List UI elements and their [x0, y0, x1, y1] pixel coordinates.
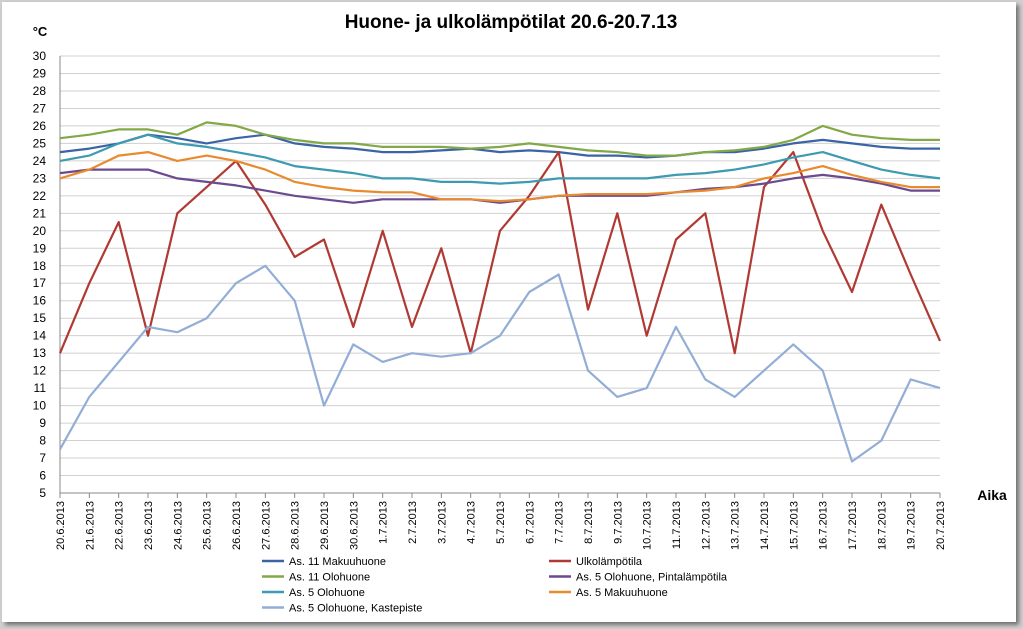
x-tick-label: 8.7.2013	[583, 501, 595, 544]
x-tick-label: 12.7.2013	[700, 501, 712, 550]
x-tick-label: 29.6.2013	[319, 501, 331, 550]
x-axis-label: Aika	[977, 487, 1007, 503]
gridlines	[60, 55, 940, 494]
x-tick-label: 15.7.2013	[788, 501, 800, 550]
y-tick-label: 14	[33, 329, 47, 343]
y-axis-ticks: 5 6 7 8 9 10 11 12 13 14 15 16 17 18 19 20 21 22 23 24 25 26 2…	[33, 49, 47, 500]
x-tick-label: 16.7.2013	[818, 501, 830, 550]
y-tick-label: 10	[33, 399, 47, 413]
y-tick-label: 13	[33, 346, 47, 360]
x-tick-label: 21.6.2013	[84, 501, 96, 550]
x-tick-label: 4.7.2013	[466, 501, 478, 544]
x-tick-label: 30.6.2013	[348, 501, 360, 550]
series-line-0	[59, 133, 940, 159]
legend-label: Ulkolämpötila	[576, 556, 643, 568]
legend-label: As. 5 Olohuone	[289, 587, 365, 599]
x-tick-label: 10.7.2013	[642, 501, 654, 550]
legend-label: As. 5 Olohuone, Kastepiste	[289, 603, 422, 615]
axes	[59, 56, 940, 494]
x-tick-label: 20.7.2013	[935, 501, 947, 550]
x-tick-label: 23.6.2013	[143, 501, 155, 550]
x-tick-label: 5.7.2013	[495, 501, 507, 544]
x-tick-label: 26.6.2013	[231, 501, 243, 550]
x-tick-label: 9.7.2013	[612, 501, 624, 544]
x-tick-label: 20.6.2013	[55, 501, 67, 550]
x-tick-label: 3.7.2013	[436, 501, 448, 544]
x-tick-label: 28.6.2013	[290, 501, 302, 550]
legend-label: As. 5 Makuuhuone	[576, 587, 668, 599]
y-tick-label: 23	[33, 171, 47, 185]
series-line-1	[58, 151, 942, 355]
y-tick-label: 28	[33, 84, 47, 98]
y-tick-label: 21	[33, 206, 47, 220]
series-line-4	[59, 133, 941, 185]
series-line-2	[59, 121, 940, 157]
x-tick-label: 25.6.2013	[202, 501, 214, 550]
series-lines	[58, 121, 942, 463]
y-tick-label: 8	[39, 434, 46, 448]
x-tick-label: 24.6.2013	[172, 501, 184, 550]
y-tick-label: 5	[39, 486, 46, 500]
x-tick-label: 11.7.2013	[671, 501, 683, 549]
x-tick-label: 2.7.2013	[407, 501, 419, 544]
y-tick-label: 16	[33, 294, 47, 308]
x-tick-label: 22.6.2013	[114, 501, 126, 550]
y-tick-label: 7	[39, 451, 46, 465]
y-tick-label: 20	[33, 224, 47, 238]
y-tick-label: 30	[33, 49, 47, 63]
chart-frame	[2, 2, 1016, 622]
x-tick-label: 18.7.2013	[876, 501, 888, 550]
y-tick-label: 25	[33, 136, 47, 150]
y-tick-label: 27	[33, 101, 47, 115]
x-tick-label: 19.7.2013	[906, 501, 918, 550]
series-line-6	[59, 264, 941, 463]
x-tick-label: 6.7.2013	[524, 501, 536, 544]
legend-label: As. 11 Olohuone	[289, 572, 370, 584]
y-tick-label: 9	[39, 416, 46, 430]
y-tick-label: 15	[33, 311, 47, 325]
x-axis-ticks: 20.6.2013 21.6.2013 22.6.2013 23.6.2013 24.6…	[55, 493, 947, 550]
x-tick-label: 13.7.2013	[730, 501, 742, 550]
x-tick-label: 27.6.2013	[260, 501, 272, 550]
x-tick-label: 1.7.2013	[378, 501, 390, 544]
chart-title: Huone- ja ulkolämpötilat 20.6-20.7.13	[345, 12, 678, 33]
legend-label: As. 11 Makuuhuone	[289, 556, 386, 568]
y-tick-label: 18	[33, 259, 47, 273]
y-tick-label: 6	[39, 469, 46, 483]
legend-label: As. 5 Olohuone, Pintalämpötila	[576, 572, 728, 584]
x-tick-label: 14.7.2013	[759, 501, 771, 550]
series-line-5	[59, 151, 940, 203]
y-tick-label: 29	[33, 66, 47, 80]
y-tick-label: 17	[33, 276, 47, 290]
y-axis-unit: °C	[33, 24, 48, 39]
y-tick-label: 12	[33, 364, 47, 378]
y-tick-label: 19	[33, 241, 47, 255]
y-tick-label: 24	[33, 154, 47, 168]
y-tick-label: 26	[33, 119, 47, 133]
legend: As. 11 Makuuhuone Ulkolämpötila As. 11 Olo…	[262, 556, 728, 615]
x-tick-label: 7.7.2013	[554, 501, 566, 544]
y-tick-label: 11	[34, 381, 47, 395]
y-tick-label: 22	[33, 189, 47, 203]
series-line-3	[59, 168, 940, 204]
x-tick-label: 17.7.2013	[847, 501, 859, 550]
